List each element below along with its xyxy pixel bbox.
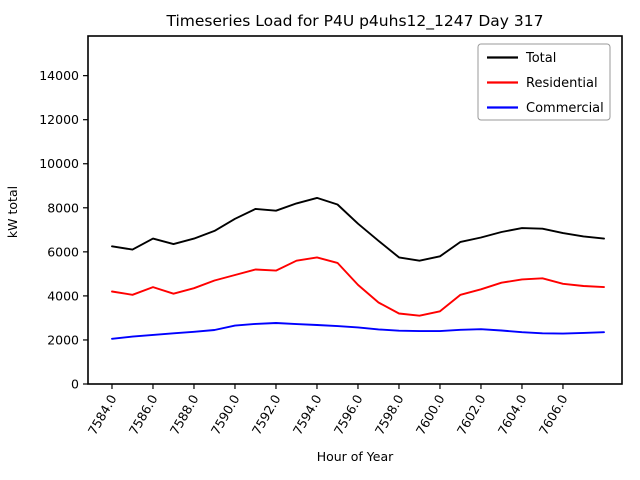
x-tick-label: 7594.0 — [290, 392, 325, 437]
plot-area — [87, 35, 623, 385]
chart-title: Timeseries Load for P4U p4uhs12_1247 Day… — [166, 12, 544, 31]
legend-label-residential: Residential — [526, 76, 598, 91]
legend-box — [477, 43, 611, 121]
series-line-residential — [111, 256, 605, 317]
y-axis-ticks: 0 2000 4000 6000 8000 10000 12000 14000 — [39, 68, 88, 392]
x-tick-label: 7596.0 — [331, 392, 366, 437]
x-tick-label: 7592.0 — [249, 392, 284, 437]
y-tick-label: 2000 — [47, 332, 79, 347]
y-tick-label: 10000 — [39, 156, 79, 171]
x-tick-label: 7598.0 — [372, 392, 407, 437]
x-tick-label: 7586.0 — [126, 392, 161, 437]
y-tick-label: 12000 — [39, 112, 79, 127]
legend-label-total: Total — [525, 51, 556, 66]
legend-item-residential: Residential — [487, 76, 598, 91]
legend: Total Residential Commercial — [477, 43, 611, 121]
series-line-total — [111, 196, 605, 262]
legend-item-commercial: Commercial — [487, 101, 604, 116]
x-tick-label: 7590.0 — [208, 392, 243, 437]
plot-series — [111, 196, 605, 340]
y-tick-label: 8000 — [47, 200, 79, 215]
x-tick-label: 7604.0 — [495, 392, 530, 437]
legend-label-commercial: Commercial — [526, 101, 604, 116]
series-line-commercial — [111, 322, 605, 340]
y-tick-label: 4000 — [47, 288, 79, 303]
x-axis-ticks: 7584.0 7586.0 7588.0 7590.0 7592.0 7594.0 7596… — [85, 384, 571, 437]
y-tick-label: 6000 — [47, 244, 79, 259]
x-tick-label: 7606.0 — [536, 392, 571, 437]
x-tick-label: 7588.0 — [167, 392, 202, 437]
y-axis-label: kW total — [5, 186, 20, 238]
y-tick-label: 0 — [71, 377, 79, 392]
legend-item-total: Total — [487, 51, 556, 66]
x-tick-label: 7584.0 — [85, 392, 120, 437]
x-axis-label: Hour of Year — [317, 449, 394, 464]
x-tick-label: 7600.0 — [413, 392, 448, 437]
y-tick-label: 14000 — [39, 68, 79, 83]
x-tick-label: 7602.0 — [454, 392, 489, 437]
